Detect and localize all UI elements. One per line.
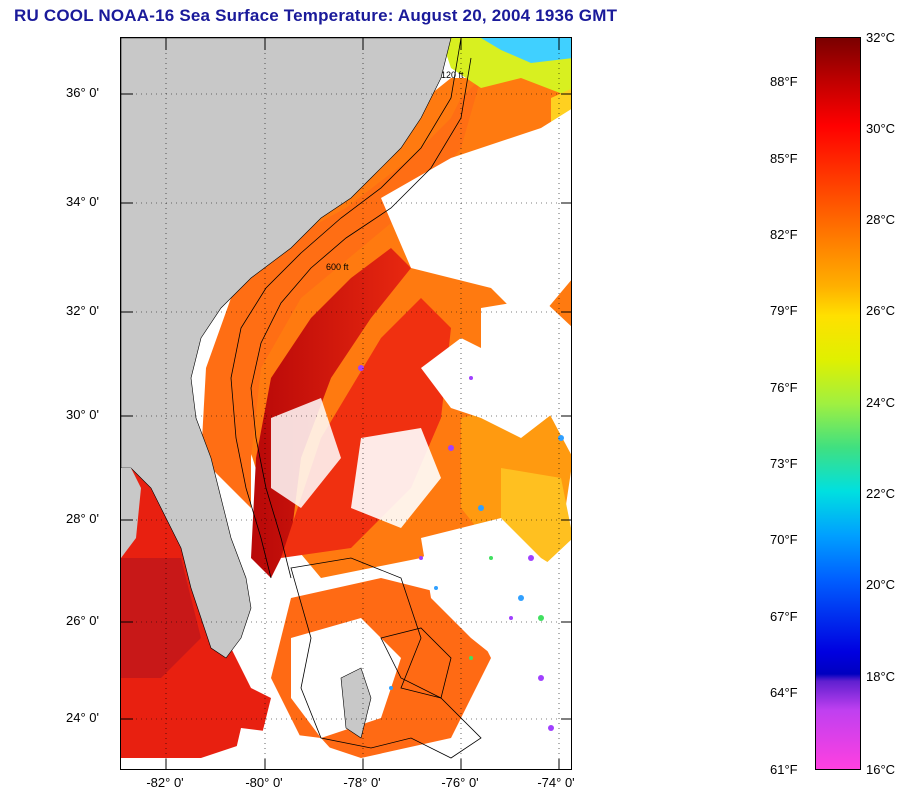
- contour-120ft: [230, 38, 462, 579]
- latitude-label: 28° 0': [66, 511, 99, 526]
- cold-speckles: [358, 365, 554, 731]
- colorbar-celsius-label: 30°C: [866, 121, 896, 136]
- colorbar-fahrenheit-label: 73°F: [770, 456, 798, 471]
- gulf-of-mexico: [121, 458, 271, 758]
- sst-map: 120 ft 600 ft: [120, 37, 572, 770]
- colorbar-celsius-label: 22°C: [866, 486, 896, 501]
- contour-label: 120 ft: [441, 70, 464, 80]
- contour-600ft: [250, 57, 472, 579]
- map-title: RU COOL NOAA-16 Sea Surface Temperature:…: [14, 6, 618, 25]
- latitude-label: 24° 0': [66, 710, 99, 725]
- longitude-label: -74° 0': [537, 775, 575, 790]
- tick-marks: [121, 38, 571, 769]
- cool-speckles: [389, 435, 564, 690]
- cloud-patch: [351, 428, 441, 528]
- colorbar-celsius-label: 28°C: [866, 212, 896, 227]
- longitude-label: -76° 0': [441, 775, 479, 790]
- contour-label: 600 ft: [326, 262, 349, 272]
- bahamas-contour: [290, 557, 482, 759]
- latitude-label: 26° 0': [66, 613, 99, 628]
- latitude-label: 34° 0': [66, 194, 99, 209]
- colorbar-fahrenheit-label: 61°F: [770, 762, 798, 777]
- colorbar-fahrenheit-label: 79°F: [770, 303, 798, 318]
- gulf-dark: [121, 558, 201, 678]
- colorbar-fahrenheit-label: 82°F: [770, 227, 798, 242]
- graticule: [121, 38, 571, 769]
- colorbar-celsius-label: 18°C: [866, 669, 896, 684]
- colorbar-celsius-label: 26°C: [866, 303, 896, 318]
- temperature-colorbar: [815, 37, 861, 770]
- cloud-patch: [271, 398, 341, 508]
- colorbar-celsius-label: 32°C: [866, 30, 896, 45]
- colorbar-fahrenheit-label: 67°F: [770, 609, 798, 624]
- latitude-label: 30° 0': [66, 407, 99, 422]
- sst-map-canvas: 120 ft 600 ft: [121, 38, 571, 769]
- longitude-label: -78° 0': [343, 775, 381, 790]
- land-us-southeast: [121, 38, 452, 659]
- cloud-patch: [231, 728, 350, 769]
- colorbar-celsius-label: 20°C: [866, 577, 896, 592]
- colorbar-fahrenheit-label: 70°F: [770, 532, 798, 547]
- colorbar-fahrenheit-label: 64°F: [770, 685, 798, 700]
- longitude-label: -80° 0': [245, 775, 283, 790]
- latitude-label: 32° 0': [66, 303, 99, 318]
- cold-water-ne: [481, 38, 571, 63]
- land-bahamas: [340, 667, 372, 739]
- colorbar-fahrenheit-label: 85°F: [770, 151, 798, 166]
- colorbar-celsius-label: 16°C: [866, 762, 896, 777]
- latitude-label: 36° 0': [66, 85, 99, 100]
- cloud-patch: [451, 678, 571, 769]
- green-speckles: [469, 556, 544, 660]
- colorbar-fahrenheit-label: 88°F: [770, 74, 798, 89]
- colorbar-fahrenheit-label: 76°F: [770, 380, 798, 395]
- hot-offshore-region: [281, 298, 451, 558]
- colorbar-celsius-label: 24°C: [866, 395, 896, 410]
- cloud-patch: [481, 298, 571, 438]
- cloud-patch: [381, 109, 571, 328]
- land-cuba: [121, 468, 141, 558]
- bahamas-contour: [380, 627, 452, 699]
- longitude-label: -82° 0': [146, 775, 184, 790]
